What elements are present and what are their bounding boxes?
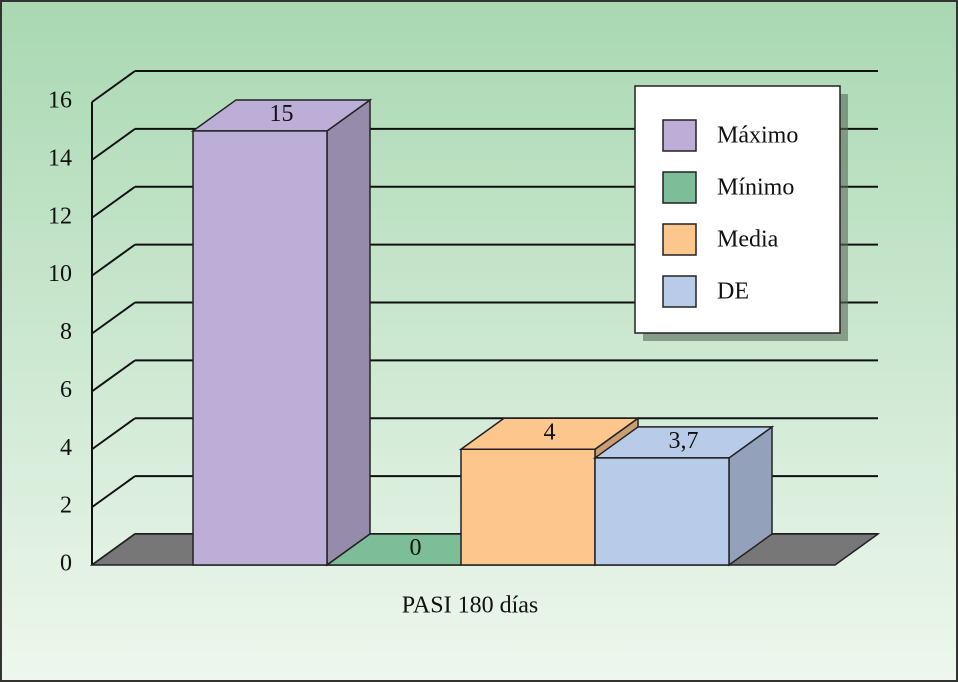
bar xyxy=(460,448,596,566)
x-category-label: PASI 180 días xyxy=(402,593,538,619)
grid-line-side xyxy=(91,359,136,393)
value-label: 15 xyxy=(270,101,294,127)
bar-side xyxy=(326,98,371,567)
grid-line-side xyxy=(91,70,136,103)
grid-line-side xyxy=(91,475,136,508)
value-label: 3,7 xyxy=(669,428,699,454)
legend-label: Mínimo xyxy=(717,175,794,201)
legend-swatch xyxy=(662,223,697,256)
plot: 0 2 4 6 8 10 12 14 16 15 0 4 3,7 Máximo Mínimo Media DE xyxy=(48,70,881,577)
value-label: 4 xyxy=(544,419,556,445)
y-tick-label: 10 xyxy=(48,261,72,287)
y-tick-label: 6 xyxy=(60,377,72,403)
legend-swatch xyxy=(662,275,697,308)
grid-line-side xyxy=(91,417,136,451)
y-tick-label: 8 xyxy=(60,319,72,345)
bar xyxy=(192,130,328,566)
legend-label: DE xyxy=(717,279,749,305)
y-tick-label: 4 xyxy=(60,435,72,461)
y-tick-label: 12 xyxy=(48,203,72,229)
y-tick-label: 0 xyxy=(60,551,72,577)
value-label: 0 xyxy=(410,535,422,561)
bar xyxy=(594,457,730,566)
grid-line-side xyxy=(91,301,136,335)
grid-line-side xyxy=(91,128,136,161)
legend-label: Máximo xyxy=(717,123,798,149)
legend-label: Media xyxy=(717,227,779,253)
legend-swatch xyxy=(662,119,697,152)
y-tick-label: 16 xyxy=(48,88,72,114)
y-tick-label: 2 xyxy=(60,493,72,519)
legend-swatch xyxy=(662,171,697,204)
grid-line-side xyxy=(91,185,136,219)
grid-line-side xyxy=(91,243,136,277)
y-tick-label: 14 xyxy=(48,145,72,171)
